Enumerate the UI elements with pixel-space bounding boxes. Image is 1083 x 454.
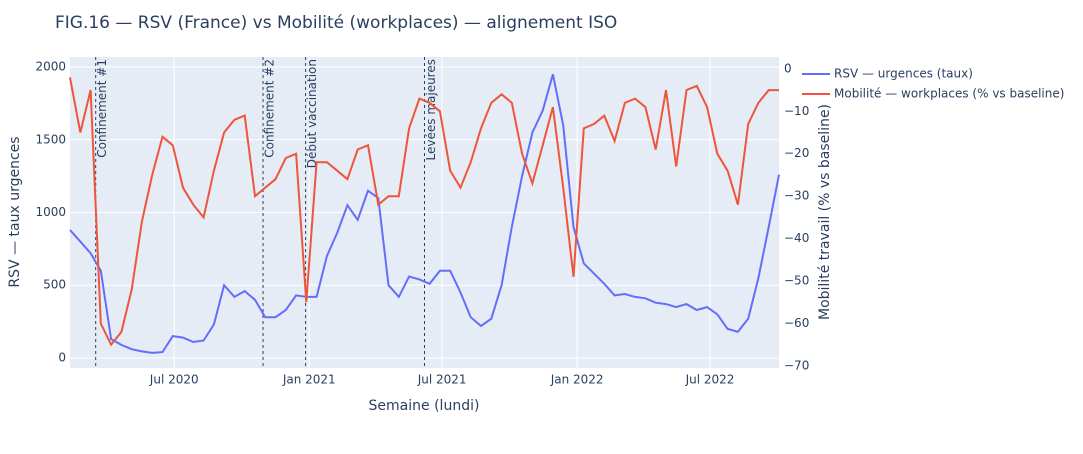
- y2-tick-label: −50: [784, 274, 809, 288]
- event-label: Confinement #2: [263, 59, 277, 158]
- legend-label: Mobilité — workplaces (% vs baseline): [834, 87, 1064, 101]
- event-label: Levées majeures: [424, 59, 438, 160]
- event-label: Début vaccination: [305, 59, 319, 168]
- x-axis-title: Semaine (lundi): [369, 398, 480, 414]
- y2-tick-label: −30: [784, 189, 809, 203]
- y-tick-label: 0: [58, 350, 66, 364]
- y-tick-label: 1500: [35, 132, 66, 146]
- y-tick-label: 500: [43, 278, 66, 292]
- y2-tick-label: −10: [784, 104, 809, 118]
- y2-tick-label: −40: [784, 231, 809, 245]
- y2-tick-label: 0: [784, 61, 792, 75]
- x-tick-label: Jan 2022: [550, 373, 604, 387]
- y-tick-label: 2000: [35, 60, 66, 74]
- y2-tick-label: −70: [784, 358, 809, 372]
- y2-tick-label: −20: [784, 146, 809, 160]
- series-line: [69, 74, 780, 354]
- x-tick-label: Jul 2020: [149, 373, 199, 387]
- y2-tick-label: −60: [784, 316, 809, 330]
- legend-label: RSV — urgences (taux): [834, 67, 973, 81]
- event-label: Confinement #1: [95, 59, 109, 158]
- y2-axis-title: Mobilité travail (% vs baseline): [817, 104, 833, 320]
- chart-title: FIG.16 — RSV (France) vs Mobilité (workp…: [55, 13, 617, 33]
- y-tick-label: 1000: [35, 205, 66, 219]
- x-tick-label: Jul 2022: [685, 373, 735, 387]
- x-tick-label: Jul 2021: [417, 373, 467, 387]
- y-axis-title: RSV — taux urgences: [7, 136, 23, 287]
- series-line: [69, 77, 779, 347]
- x-tick-label: Jan 2021: [282, 373, 336, 387]
